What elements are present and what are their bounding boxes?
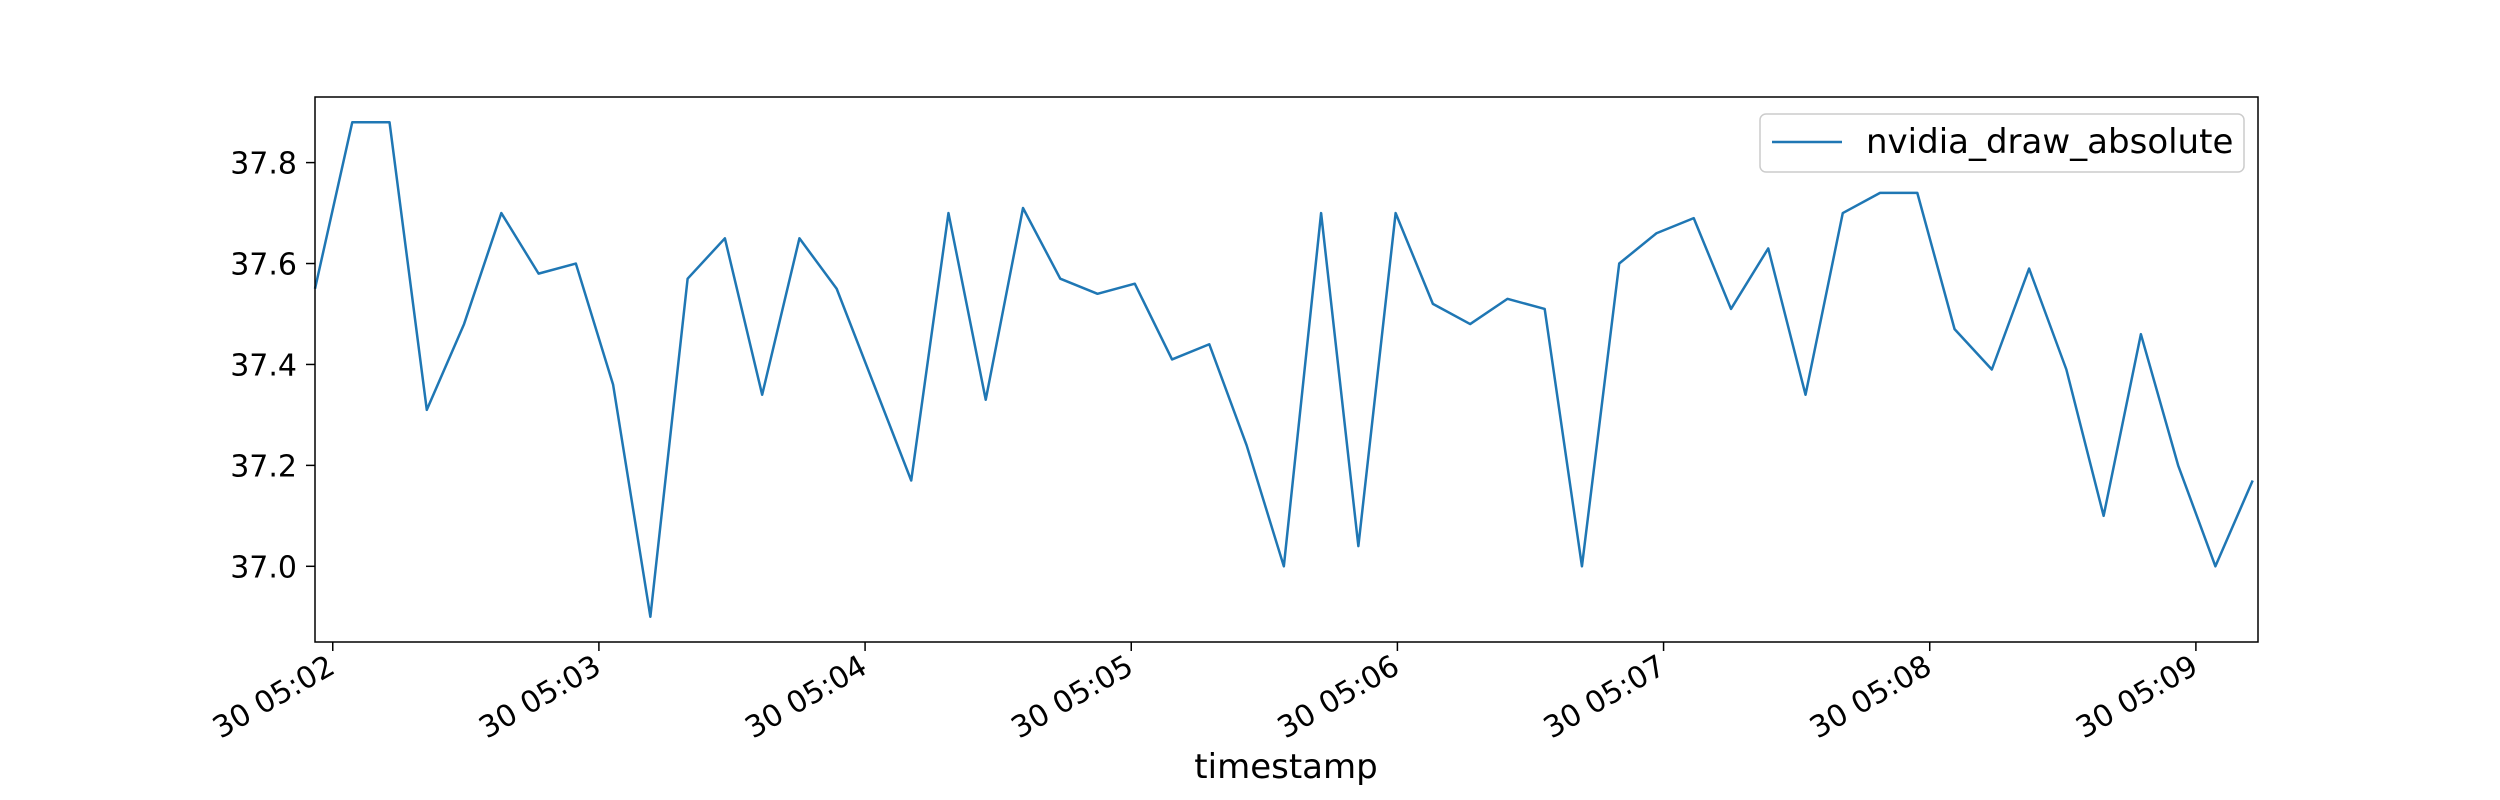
plot-frame [314,96,2259,643]
y-tick-label: 37.4 [230,348,297,383]
x-axis-label: timestamp [1194,747,1377,787]
x-tick-label: 30 05:07 [1538,649,1672,746]
x-tick-label: 30 05:02 [207,649,341,746]
x-tick-label: 30 05:04 [739,649,873,746]
x-tick-label: 30 05:03 [473,649,607,746]
y-tick-label: 37.6 [230,248,297,283]
x-tick-label: 30 05:09 [2070,649,2204,746]
legend: nvidia_draw_absolute [1759,113,2245,173]
x-tick-label: 30 05:05 [1006,649,1140,746]
legend-box [1759,113,2245,173]
y-tick-label: 37.2 [230,449,297,484]
y-axis: 37.0 37.2 37.4 37.6 37.8 [230,147,315,585]
x-axis: 30 05:02 30 05:03 30 05:04 30 05:05 30 05:06… [207,642,2204,746]
plot-background [315,97,2258,642]
series-line-0 [313,120,2254,619]
y-tick-label: 37.0 [230,550,297,585]
x-tick-label: 30 05:06 [1272,649,1406,746]
series-layer [313,120,2254,619]
legend-label: nvidia_draw_absolute [1866,122,2233,162]
y-tick-label: 37.8 [230,147,297,182]
x-tick-label: 30 05:08 [1804,649,1938,746]
